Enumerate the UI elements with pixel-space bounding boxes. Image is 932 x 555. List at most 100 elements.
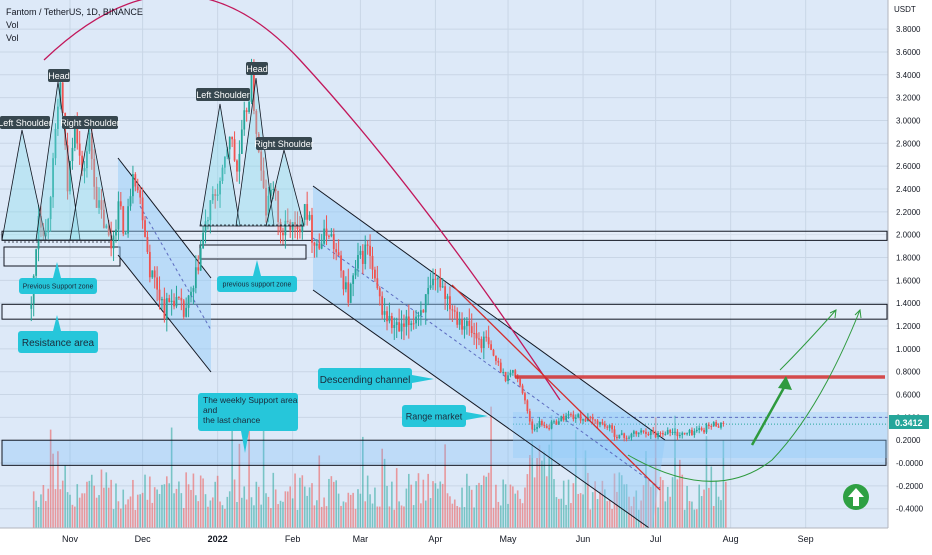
volume-bar	[296, 509, 299, 528]
annotation-label: Descending channel	[318, 368, 434, 390]
candle-body	[71, 147, 74, 162]
candle-body	[361, 250, 364, 264]
candle-body	[657, 433, 659, 438]
candle-body	[369, 245, 371, 256]
candle-body	[255, 111, 258, 134]
head-triangle-1	[35, 81, 81, 241]
candle-body	[623, 433, 626, 438]
volume-bar	[313, 505, 316, 528]
volume-bar	[698, 484, 700, 528]
volume-bar	[277, 504, 279, 528]
volume-bar	[683, 509, 686, 528]
volume-bar	[659, 476, 662, 528]
price-tick-label: 2.4000	[896, 185, 921, 194]
volume-bar	[427, 473, 429, 528]
time-tick-label: Aug	[723, 534, 739, 544]
volume-bar	[441, 483, 444, 528]
callout-text: Head	[48, 71, 70, 81]
volume-bar	[69, 494, 71, 528]
volume-bar	[492, 507, 495, 528]
candle-body	[686, 433, 688, 435]
candle-body	[424, 294, 427, 313]
volume-bar	[400, 505, 403, 528]
volume-bar	[468, 485, 471, 528]
price-tick-label: 2.6000	[896, 162, 921, 171]
price-tick-label: 2.2000	[896, 208, 921, 217]
price-tick-label: 3.2000	[896, 94, 921, 103]
time-tick-label: Sep	[798, 534, 814, 544]
volume-bar	[664, 501, 667, 528]
callout-bg	[62, 116, 118, 129]
volume-bar	[642, 485, 645, 528]
candle-body	[311, 214, 313, 243]
candle-body	[61, 82, 64, 114]
volume-bar	[550, 415, 553, 528]
time-axis-panel[interactable]	[0, 528, 888, 550]
candle-body	[83, 168, 86, 172]
volume-bar	[340, 505, 342, 528]
label-text: Previous Support zone	[23, 284, 94, 291]
candle-body	[49, 197, 52, 220]
volume-bar	[187, 484, 190, 528]
volume-bar	[519, 498, 521, 528]
volume-bar	[393, 509, 396, 528]
candle-body	[78, 143, 81, 156]
volume-bar	[483, 475, 485, 528]
candle-body	[192, 288, 195, 292]
candle-body	[722, 422, 725, 424]
label-bg	[402, 405, 466, 427]
volume-bar	[386, 485, 388, 528]
volume-bar	[725, 481, 727, 528]
volume-bar	[485, 476, 488, 528]
candle-body	[410, 323, 413, 326]
volume-bar	[466, 473, 468, 528]
volume-bar	[604, 489, 606, 528]
volume-bar	[54, 489, 57, 528]
volume-bars	[32, 406, 727, 528]
volume-bar	[456, 506, 458, 528]
candle-body	[599, 422, 601, 425]
volume-bar	[579, 493, 582, 528]
volume-bar	[514, 493, 517, 528]
candle-body	[185, 307, 188, 317]
label-text: Descending channel	[320, 375, 411, 386]
candle-body	[303, 204, 306, 220]
time-axis-ticks: Nov Dec 2022 Feb Mar Apr May Jun Jul Aug Sep	[62, 534, 814, 544]
volume-bar	[533, 477, 536, 528]
volume-bar	[449, 496, 451, 528]
candle-body	[664, 433, 667, 435]
time-tick-label: Mar	[353, 534, 369, 544]
label-bg	[19, 278, 97, 294]
annotation-label: Resistance area	[18, 315, 98, 353]
volume-bar	[345, 502, 347, 528]
candle-body	[691, 429, 693, 435]
volume-bar	[444, 444, 446, 528]
candle-body	[233, 139, 236, 161]
channel-fill-2	[313, 186, 665, 530]
volume-bar	[364, 501, 367, 528]
candle-body	[608, 425, 611, 428]
candle-body	[567, 414, 570, 416]
volume-bar	[52, 453, 54, 528]
candle-body	[509, 372, 512, 376]
volume-bar	[262, 428, 265, 528]
volume-bar	[497, 501, 500, 528]
volume-bar	[570, 503, 572, 528]
volume-bar	[74, 506, 76, 528]
candle-body	[606, 426, 609, 428]
candle-body	[439, 278, 442, 288]
price-tick-label: -0.2000	[896, 482, 924, 491]
price-axis-panel[interactable]	[888, 0, 932, 550]
candle-body	[57, 106, 59, 129]
volume-bar	[233, 479, 236, 528]
candle-body	[328, 235, 330, 237]
volume-bar	[555, 497, 558, 528]
volume-bar	[301, 475, 304, 528]
recovery-arrowhead-2	[854, 308, 862, 319]
volume-bar	[722, 440, 725, 528]
volume-bar	[146, 499, 149, 528]
candle-body	[398, 322, 401, 332]
callout-bg	[246, 62, 268, 75]
